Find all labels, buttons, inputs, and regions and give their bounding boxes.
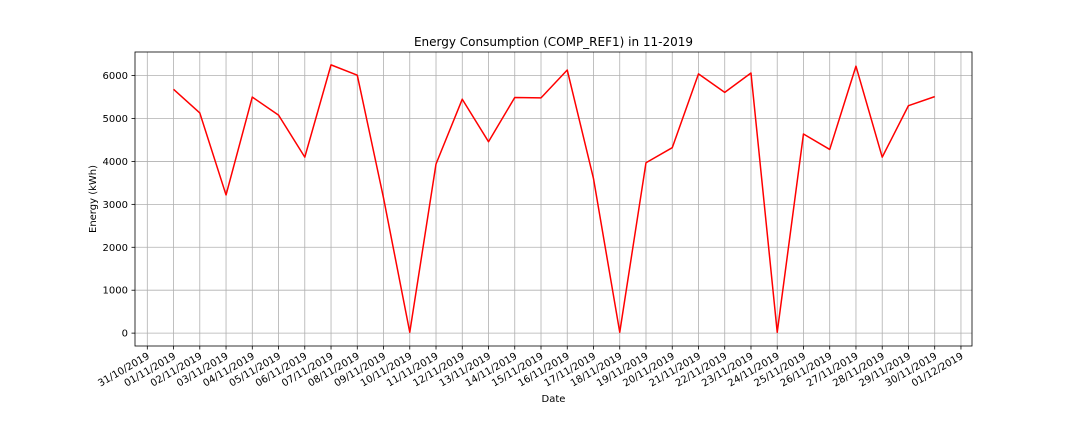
y-tick-label: 2000 — [103, 243, 128, 254]
chart-title: Energy Consumption (COMP_REF1) in 11-201… — [414, 35, 693, 49]
x-axis-label: Date — [542, 394, 566, 405]
y-tick-label: 3000 — [103, 200, 128, 211]
y-tick-label: 5000 — [103, 114, 128, 125]
plot-frame — [134, 51, 973, 347]
series-lines — [173, 64, 935, 334]
series-line — [173, 64, 935, 334]
grid — [135, 52, 972, 346]
y-tick-label: 4000 — [103, 157, 128, 168]
y-axis-label: Energy (kWh) — [88, 165, 99, 233]
y-tick-label: 6000 — [103, 71, 128, 82]
y-tick-label: 0 — [122, 329, 128, 340]
y-tick-label: 1000 — [103, 286, 128, 297]
